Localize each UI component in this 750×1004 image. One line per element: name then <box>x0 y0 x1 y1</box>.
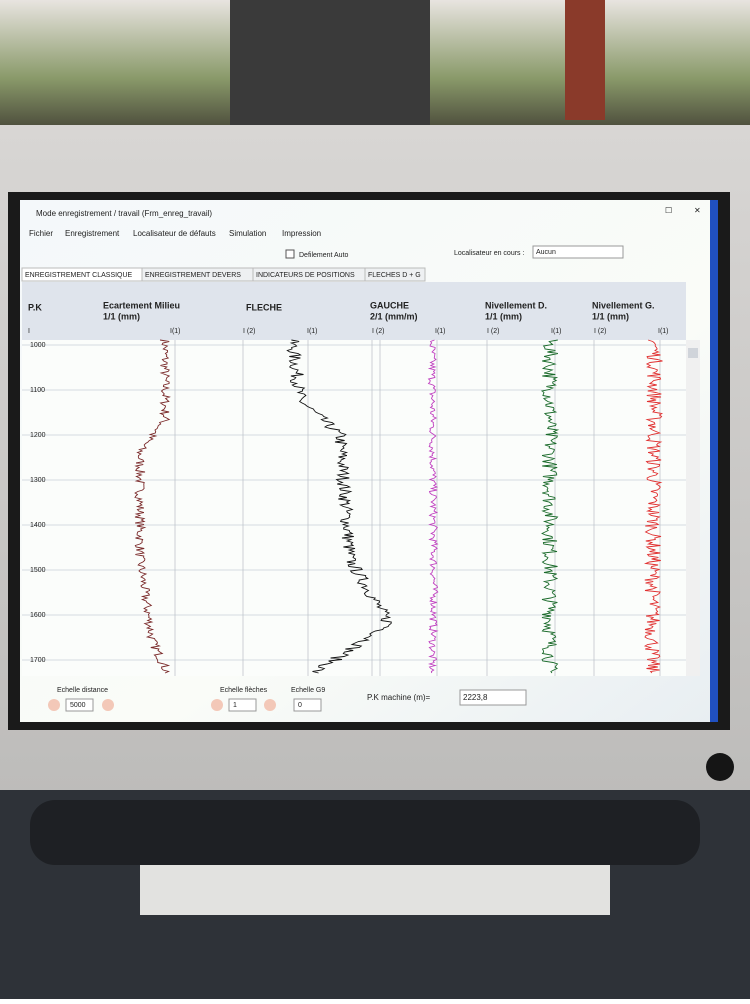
screen-edge <box>710 200 718 722</box>
column-title: Ecartement Milieu <box>103 300 180 310</box>
chart-area <box>22 340 686 676</box>
tab-label: ENREGISTREMENT DEVERS <box>145 272 241 279</box>
distance-box[interactable] <box>65 698 94 712</box>
scale-label: I <box>28 328 30 335</box>
background-post <box>565 0 605 120</box>
scroll-thumb[interactable] <box>688 348 698 358</box>
column-title: Nivellement G. <box>592 300 655 310</box>
checkbox[interactable] <box>285 249 295 259</box>
nivellement-g-trace <box>643 339 664 674</box>
column-title: P.K <box>28 302 42 312</box>
column-scale: 1/1 (mm) <box>485 311 522 321</box>
scale-label: I (2) <box>594 328 606 335</box>
scale-label: I (2) <box>243 328 255 335</box>
window-title: Mode enregistrement / travail (Frm_enreg… <box>36 209 212 218</box>
locator-value: Aucun <box>536 249 556 256</box>
tab-label: INDICATEURS DE POSITIONS <box>256 272 355 279</box>
pk-label: 1400 <box>30 522 46 529</box>
scale-label: I(1) <box>307 328 318 335</box>
fleches-box[interactable] <box>228 698 257 712</box>
pk-label: 1700 <box>30 657 46 664</box>
header-panel <box>22 282 686 340</box>
gauche-trace <box>427 339 439 674</box>
pk-label: 1100 <box>30 387 45 394</box>
locator-box[interactable] <box>532 245 624 259</box>
distance-label: Echelle distance <box>57 687 108 694</box>
pk-machine-value: 2223,8 <box>463 693 488 702</box>
pk-label: 1600 <box>30 612 46 619</box>
locator-label: Localisateur en cours : <box>454 250 524 257</box>
column-title: FLECHE <box>246 302 282 312</box>
pk-label: 1200 <box>30 432 46 439</box>
minus-button[interactable] <box>211 699 223 711</box>
tab-label: ENREGISTREMENT CLASSIQUE <box>25 272 133 279</box>
monitor-stand <box>30 800 700 865</box>
scale-label: I(1) <box>551 328 562 335</box>
maximize-button[interactable]: ☐ <box>665 206 672 215</box>
scale-label: I(1) <box>435 328 446 335</box>
menu-item[interactable]: Localisateur de défauts <box>133 229 216 238</box>
g9-value: 0 <box>298 702 302 709</box>
fleches-label: Echelle flèches <box>220 687 268 694</box>
menu-item[interactable]: Fichier <box>29 229 53 238</box>
tab[interactable] <box>364 267 426 282</box>
background-equipment <box>230 0 430 125</box>
g9-label: Echelle G9 <box>291 687 325 694</box>
scale-label: I (2) <box>487 328 499 335</box>
close-button[interactable]: ✕ <box>694 206 701 215</box>
ecartement-trace <box>134 339 171 674</box>
pk-label: 1300 <box>30 477 46 484</box>
column-title: Nivellement D. <box>485 300 547 310</box>
scrollbar[interactable] <box>686 340 700 676</box>
pk-machine-label: P.K machine (m)= <box>367 693 431 702</box>
plus-button[interactable] <box>264 699 276 711</box>
scale-label: I(1) <box>658 328 669 335</box>
power-knob <box>706 753 734 781</box>
pk-label: 1500 <box>30 567 46 574</box>
tab-label: FLECHES D + G <box>368 272 421 279</box>
distance-value: 5000 <box>70 702 86 709</box>
scale-label: I (2) <box>372 328 384 335</box>
stand-base <box>140 865 610 915</box>
menu-item[interactable]: Enregistrement <box>65 229 120 238</box>
fleche-trace <box>286 339 392 674</box>
column-scale: 1/1 (mm) <box>103 311 140 321</box>
fleches-value: 1 <box>233 702 237 709</box>
g9-box[interactable] <box>293 698 322 712</box>
column-scale: 1/1 (mm) <box>592 311 629 321</box>
menu-item[interactable]: Simulation <box>229 229 266 238</box>
nivellement-d-trace <box>540 339 560 674</box>
menu-item[interactable]: Impression <box>282 229 321 238</box>
minus-button[interactable] <box>48 699 60 711</box>
scale-label: I(1) <box>170 328 181 335</box>
checkbox-label: Defilement Auto <box>299 252 349 259</box>
pk-label: 1000 <box>30 342 46 349</box>
column-scale: 2/1 (mm/m) <box>370 311 418 321</box>
column-title: GAUCHE <box>370 300 409 310</box>
pk-machine-box <box>459 689 527 706</box>
plus-button[interactable] <box>102 699 114 711</box>
